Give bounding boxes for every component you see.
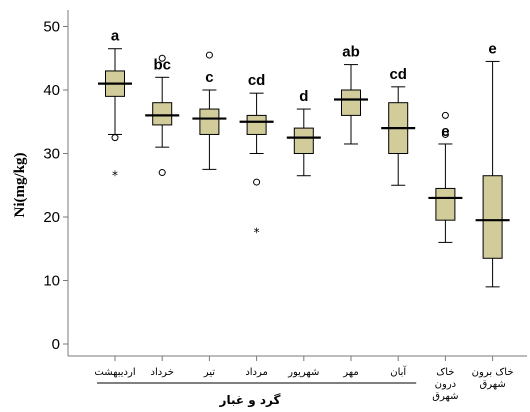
group-letter-label: e — [488, 40, 496, 57]
outlier-point — [441, 111, 449, 119]
x-tick-label-line: شهرق — [479, 379, 505, 390]
y-tick-label: 50 — [43, 19, 60, 36]
x-tick-label-line: درون — [435, 379, 456, 390]
y-tick-label: 20 — [43, 209, 60, 226]
box-iqr — [435, 187, 456, 221]
box-group: cd — [381, 66, 416, 186]
box-iqr — [152, 102, 173, 126]
y-tick-label: 10 — [43, 273, 60, 290]
outlier-point — [111, 134, 119, 142]
extreme-point: * — [254, 226, 260, 240]
box-group: d — [286, 88, 321, 177]
x-tick-label-line: آبان — [390, 365, 407, 378]
group-letter-label: c — [205, 69, 213, 86]
box-group: c — [192, 51, 227, 170]
group-letter-label: cd — [248, 72, 266, 89]
outlier-point — [158, 54, 166, 62]
box-iqr — [199, 108, 220, 135]
x-tick-label-line: شهرق — [432, 391, 458, 402]
x-tick-label: آبان — [390, 365, 407, 378]
box-iqr — [341, 89, 361, 116]
outlier-point — [441, 130, 449, 138]
box-iqr — [293, 127, 314, 155]
group-letter-label: bc — [153, 56, 171, 73]
box-group: bc — [145, 54, 180, 177]
box-group: *a — [98, 28, 132, 183]
group-letter-label: d — [299, 88, 308, 105]
box-iqr — [482, 175, 503, 259]
x-tick-label-line: اردیبهشت — [94, 367, 135, 378]
group-letter-label: cd — [389, 66, 407, 83]
extreme-point: * — [112, 169, 118, 183]
box-group: e — [428, 111, 463, 243]
x-tick-label-line: خرداد — [151, 367, 174, 378]
x-tick-label-line: تیر — [203, 367, 216, 378]
y-tick-label: 0 — [52, 336, 60, 353]
group-letter-label: a — [111, 28, 120, 45]
x-tick-label: اردیبهشت — [94, 367, 135, 378]
x-tick-label: مهر — [342, 367, 358, 378]
outlier-point — [253, 178, 261, 186]
x-tick-label: شهریور — [287, 367, 319, 378]
x-tick-label: خرداد — [151, 367, 174, 378]
outlier-point — [205, 51, 213, 59]
box-iqr — [246, 114, 267, 135]
x-axis: اردیبهشت خرداد تیر مرداد شهریور مهر آبان خاک درو… — [68, 355, 527, 402]
x-tick-label: خاک درون شهرق — [432, 367, 458, 402]
y-axis-title: Ni(mg/kg) — [12, 153, 28, 218]
x-axis-title: گرد و غبار — [219, 393, 281, 408]
box-group: * cd — [239, 72, 274, 240]
y-axis: 0 10 20 30 40 50 — [43, 10, 69, 356]
box-group: e — [475, 40, 510, 288]
x-tick-label: خاک برون شهرق — [472, 367, 514, 390]
box-group: ab — [334, 44, 368, 145]
x-tick-label-line: خاک برون — [472, 367, 514, 378]
group-letter-label: ab — [342, 44, 360, 61]
x-tick-label-line: مرداد — [245, 367, 268, 378]
y-tick-label: 40 — [43, 82, 60, 99]
x-tick-label-line: شهریور — [287, 367, 319, 378]
x-tick-label-line: خاک — [436, 367, 454, 378]
group-letter-label: e — [441, 123, 449, 140]
y-tick-label: 30 — [43, 146, 60, 163]
x-tick-label: تیر — [203, 367, 216, 378]
x-tick-label: مرداد — [245, 367, 268, 378]
x-tick-label-line: مهر — [342, 367, 358, 378]
outlier-point — [158, 169, 166, 177]
